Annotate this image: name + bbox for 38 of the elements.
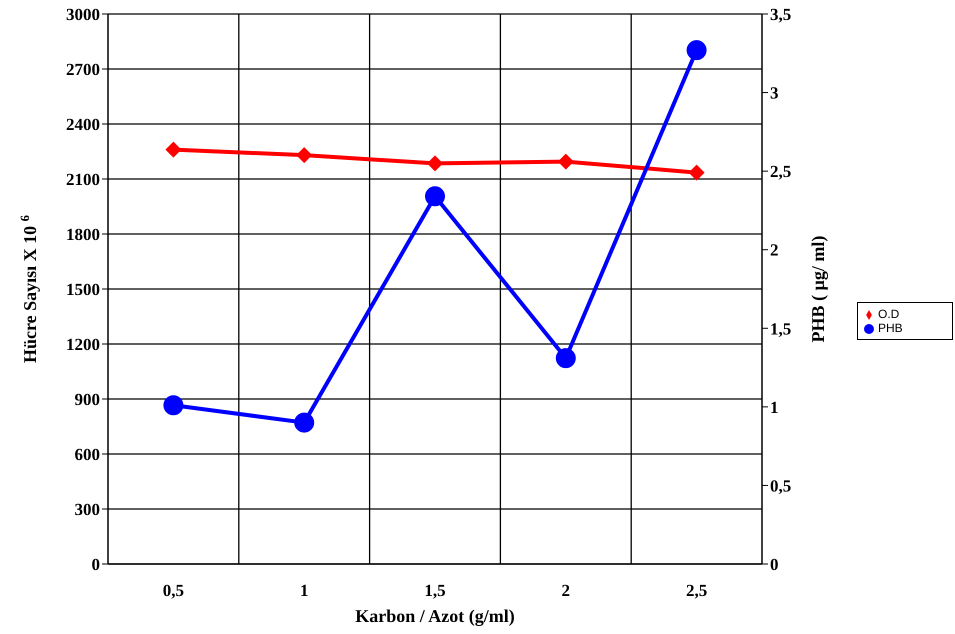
x-tick-label: 2,5	[686, 581, 708, 600]
y2-tick-label: 0,5	[770, 476, 792, 496]
point	[556, 348, 576, 368]
point	[163, 395, 184, 416]
x-tick-label: 2	[562, 581, 570, 600]
x-axis-title: Karbon / Azot (g/ml)	[355, 606, 515, 626]
point	[165, 142, 182, 158]
legend-label: O.D	[878, 307, 900, 321]
x-tick-label: 1,5	[424, 581, 446, 600]
y-tick-label: 1500	[66, 280, 100, 300]
y-tick-label: 2400	[66, 115, 100, 134]
y-tick-label: 1800	[66, 225, 100, 244]
point	[425, 186, 445, 206]
point	[558, 154, 574, 170]
y-tick-label: 300	[74, 500, 100, 520]
legend-label: PHB	[878, 321, 903, 335]
y-tick-label: 3000	[66, 5, 100, 24]
y-tick-label: 0	[92, 555, 100, 574]
y-tick-label: 1200	[66, 335, 100, 354]
y-tick-label: 2700	[66, 60, 100, 80]
point	[296, 147, 312, 164]
x-tick-label: 0,5	[162, 581, 184, 600]
y2-tick-label: 2	[770, 240, 778, 260]
point	[294, 412, 314, 433]
y2-tick-label: 2,5	[770, 162, 792, 182]
y-tick-label: 900	[74, 390, 100, 410]
y-tick-label: 600	[74, 445, 100, 464]
y2-tick-label: 0	[770, 555, 778, 574]
x-tick-label: 1	[300, 581, 308, 600]
y2-tick-label: 3	[770, 84, 778, 103]
y2-tick-label: 3,5	[770, 5, 792, 24]
y2-tick-label: 1,5	[770, 319, 792, 338]
y2-tick-label: 1	[770, 398, 778, 417]
y-tick-label: 2100	[66, 170, 100, 190]
point	[688, 164, 705, 181]
y2-axis-title: PHB ( µg/ ml)	[808, 236, 828, 342]
point	[686, 40, 707, 60]
point	[427, 155, 443, 172]
